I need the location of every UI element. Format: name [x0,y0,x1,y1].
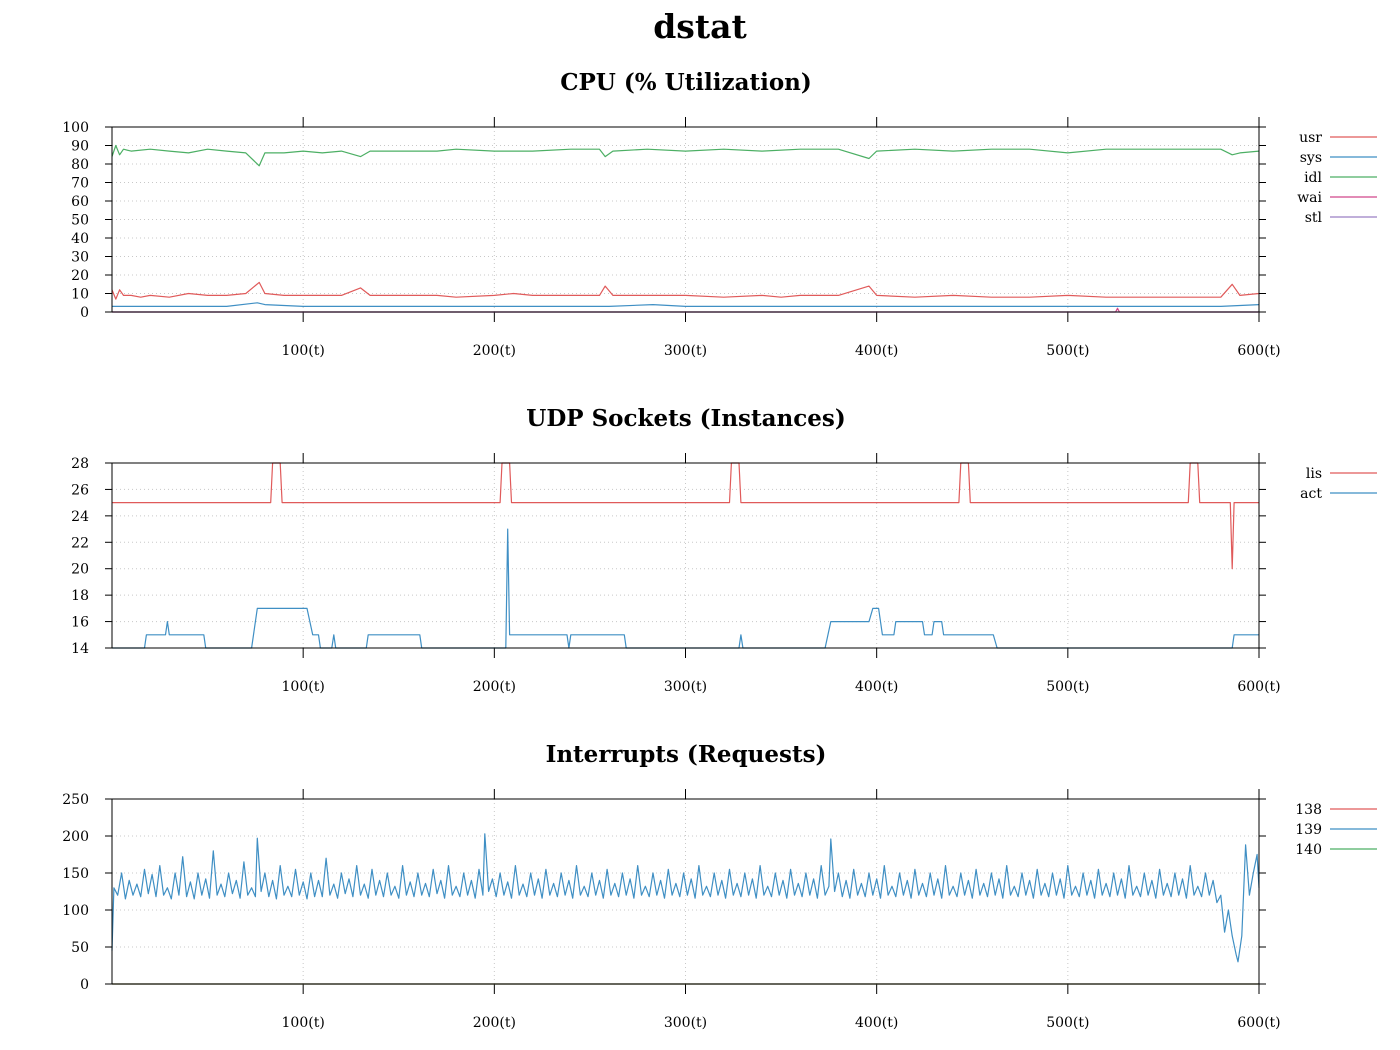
interrupts-x-tick-label: 400(t) [855,1015,898,1031]
udp-y-tick-label: 26 [71,482,89,498]
interrupts-y-tick-label: 0 [80,977,89,993]
udp-x-tick-label: 600(t) [1237,679,1280,695]
udp-x-tick-label: 100(t) [282,679,325,695]
cpu-series-sys [112,302,1260,307]
interrupts-x-tick-label: 300(t) [664,1015,707,1031]
cpu-x-tick-label: 500(t) [1046,343,1089,359]
interrupts-x-tick-label: 500(t) [1046,1015,1089,1031]
cpu-legend-label-stl: stl [1305,210,1323,226]
udp-series-act [112,528,1259,649]
cpu-y-tick-label: 0 [80,305,89,321]
udp-chart-title: UDP Sockets (Instances) [526,405,845,432]
cpu-y-tick-label: 80 [71,157,89,173]
interrupts-plot-frame [111,798,1260,985]
cpu-legend-label-wai: wai [1297,190,1322,206]
udp-x-tick-label: 300(t) [664,679,707,695]
udp-y-tick-label: 28 [71,456,89,472]
udp-y-tick-label: 16 [71,615,89,631]
interrupts-legend-label-138: 138 [1295,802,1322,818]
interrupts-chart-title: Interrupts (Requests) [546,741,827,768]
cpu-series-idl [111,144,1260,167]
cpu-series-usr [111,281,1260,300]
udp-plot-frame [111,462,1260,649]
cpu-chart-title: CPU (% Utilization) [560,69,812,96]
udp-y-tick-label: 24 [71,509,89,525]
cpu-legend-label-sys: sys [1300,150,1322,166]
figure-title: dstat [653,7,747,46]
cpu-y-tick-label: 10 [71,287,89,303]
cpu-y-tick-label: 20 [71,268,89,284]
cpu-legend-label-idl: idl [1304,170,1322,186]
cpu-x-tick-label: 300(t) [664,343,707,359]
cpu-x-tick-label: 600(t) [1237,343,1280,359]
interrupts-x-tick-label: 200(t) [473,1015,516,1031]
udp-series-lis [112,462,1259,570]
cpu-y-tick-label: 90 [71,139,89,155]
udp-x-tick-label: 500(t) [1046,679,1089,695]
interrupts-y-tick-label: 200 [62,829,89,845]
interrupts-y-tick-label: 150 [62,866,89,882]
udp-y-tick-label: 18 [71,588,89,604]
cpu-y-tick-label: 70 [71,176,89,192]
cpu-x-tick-label: 200(t) [473,343,516,359]
interrupts-y-tick-label: 50 [71,940,89,956]
cpu-y-tick-label: 60 [71,194,89,210]
udp-panel: UDP Sockets (Instances) 100(t) 200(t) 300(… [71,405,1377,695]
interrupts-legend-label-139: 139 [1295,822,1322,838]
udp-y-tick-label: 20 [71,562,89,578]
cpu-y-tick-label: 40 [71,231,89,247]
cpu-y-tick-label: 100 [62,120,89,136]
interrupts-y-tick-label: 250 [62,792,89,808]
udp-x-tick-label: 400(t) [855,679,898,695]
cpu-y-tick-label: 30 [71,250,89,266]
udp-y-tick-label: 22 [71,535,89,551]
interrupts-y-tick-label: 100 [62,903,89,919]
cpu-legend-label-usr: usr [1299,130,1322,146]
interrupts-x-tick-label: 600(t) [1237,1015,1280,1031]
cpu-x-tick-label: 400(t) [855,343,898,359]
udp-y-tick-label: 14 [71,641,89,657]
udp-x-tick-label: 200(t) [473,679,516,695]
udp-legend-label-lis: lis [1306,466,1322,482]
udp-legend-label-act: act [1300,486,1322,502]
cpu-plot-frame [111,126,1260,313]
interrupts-panel: Interrupts (Requests) 100(t) 200(t) 300(t)… [62,741,1377,1031]
cpu-panel: CPU (% Utilization) 100(t) 200(t) 300(t) 40… [62,69,1377,359]
cpu-x-tick-label: 100(t) [282,343,325,359]
interrupts-x-tick-label: 100(t) [282,1015,325,1031]
interrupts-series-139 [111,833,1260,963]
interrupts-legend-label-140: 140 [1295,842,1322,858]
cpu-y-tick-label: 50 [71,213,89,229]
